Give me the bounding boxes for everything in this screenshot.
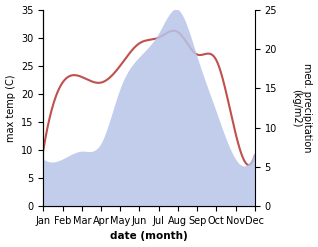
X-axis label: date (month): date (month) (110, 231, 188, 242)
Y-axis label: max temp (C): max temp (C) (5, 74, 16, 142)
Y-axis label: med. precipitation
(kg/m2): med. precipitation (kg/m2) (291, 63, 313, 153)
